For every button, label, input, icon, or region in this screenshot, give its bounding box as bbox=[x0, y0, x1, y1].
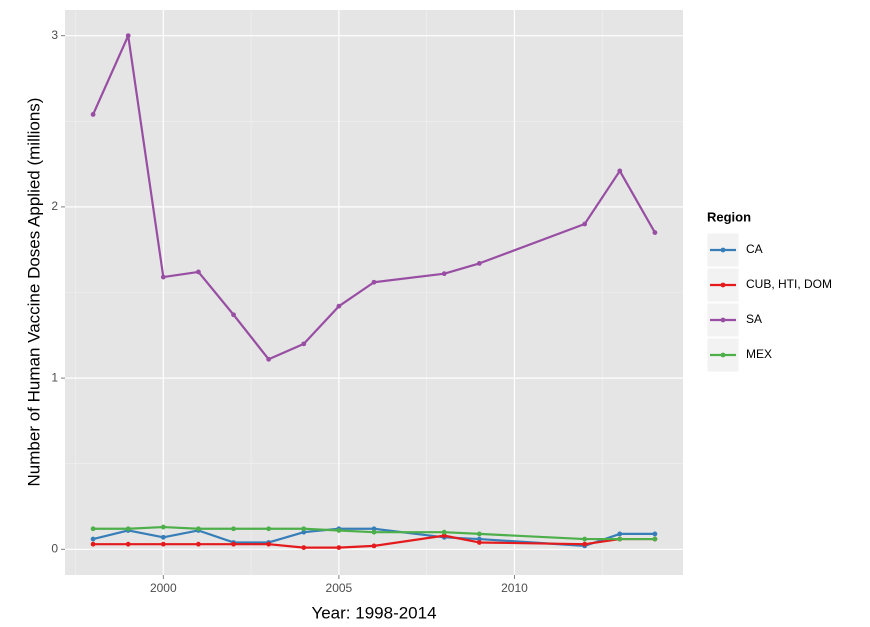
data-point bbox=[617, 536, 623, 542]
legend-title: Region bbox=[707, 209, 751, 224]
data-point bbox=[301, 341, 307, 347]
legend-swatch-point bbox=[720, 317, 726, 323]
data-point bbox=[371, 526, 377, 532]
legend-label: MEX bbox=[746, 347, 772, 361]
legend-swatch-point bbox=[720, 282, 726, 288]
data-point bbox=[160, 274, 166, 280]
series-line bbox=[92, 34, 656, 361]
data-point bbox=[125, 541, 131, 547]
data-point bbox=[266, 541, 272, 547]
data-point bbox=[301, 526, 307, 532]
y-tick-label: 0 bbox=[51, 541, 58, 555]
legend-swatch-point bbox=[720, 247, 726, 253]
data-point bbox=[371, 543, 377, 549]
data-point bbox=[125, 526, 131, 532]
legend-label: CA bbox=[746, 242, 763, 256]
data-point bbox=[336, 528, 342, 533]
y-axis-title: Number of Human Vaccine Doses Applied (m… bbox=[24, 98, 43, 487]
x-tick-label: 2000 bbox=[150, 581, 177, 595]
data-point bbox=[371, 529, 377, 535]
data-point bbox=[196, 269, 201, 275]
data-point bbox=[652, 230, 658, 235]
data-point bbox=[441, 533, 447, 539]
data-point bbox=[196, 541, 201, 547]
data-point bbox=[231, 312, 236, 318]
data-point bbox=[125, 33, 131, 39]
data-point bbox=[160, 541, 166, 547]
x-tick-label: 2010 bbox=[501, 581, 528, 595]
data-point bbox=[582, 536, 588, 542]
y-tick-label: 3 bbox=[51, 28, 58, 42]
data-point bbox=[231, 526, 236, 532]
y-tick-label: 2 bbox=[51, 199, 58, 213]
data-point bbox=[582, 541, 588, 547]
data-point bbox=[196, 526, 201, 532]
data-point bbox=[160, 534, 166, 540]
data-point bbox=[266, 526, 272, 532]
y-tick-label: 1 bbox=[51, 370, 58, 384]
legend-swatch-point bbox=[720, 352, 726, 358]
legend-label: SA bbox=[746, 312, 762, 326]
series-line bbox=[93, 534, 655, 549]
data-point bbox=[336, 545, 342, 551]
data-point bbox=[476, 531, 482, 537]
data-point bbox=[336, 303, 342, 309]
data-point bbox=[582, 221, 588, 227]
data-point bbox=[231, 541, 236, 547]
data-point bbox=[371, 279, 377, 285]
x-axis-title: Year: 1998-2014 bbox=[311, 603, 436, 622]
data-point bbox=[617, 168, 623, 174]
data-point bbox=[476, 540, 482, 545]
data-point bbox=[160, 524, 166, 530]
data-point bbox=[652, 531, 658, 537]
data-point bbox=[301, 545, 307, 551]
series-line bbox=[93, 525, 655, 541]
data-point bbox=[301, 529, 307, 535]
data-point bbox=[476, 260, 482, 266]
data-point bbox=[476, 536, 482, 542]
x-tick-label: 2005 bbox=[326, 581, 353, 595]
data-point bbox=[90, 112, 96, 117]
data-point bbox=[441, 529, 447, 535]
data-point bbox=[90, 541, 96, 547]
data-point bbox=[441, 271, 447, 277]
data-point bbox=[652, 536, 658, 542]
data-point bbox=[617, 531, 623, 537]
data-point bbox=[90, 536, 96, 542]
data-point bbox=[266, 356, 272, 362]
data-point bbox=[90, 526, 96, 532]
legend-label: CUB, HTI, DOM bbox=[746, 277, 832, 291]
